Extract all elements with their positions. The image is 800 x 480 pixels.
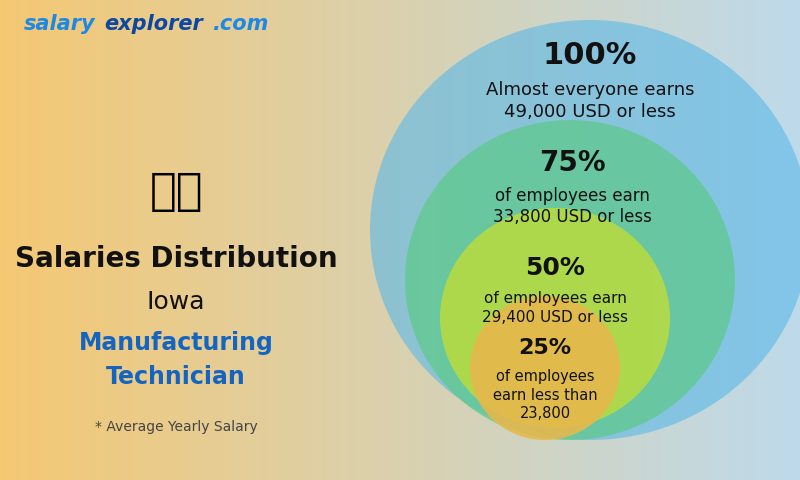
Text: 🇺🇸: 🇺🇸 bbox=[150, 170, 202, 214]
Text: .com: .com bbox=[212, 14, 268, 35]
Ellipse shape bbox=[405, 120, 735, 440]
Text: 100%: 100% bbox=[543, 40, 637, 70]
Text: Manufacturing
Technician: Manufacturing Technician bbox=[78, 331, 274, 389]
Text: of employees earn: of employees earn bbox=[483, 290, 626, 305]
Text: 49,000 USD or less: 49,000 USD or less bbox=[504, 103, 676, 121]
Text: Salaries Distribution: Salaries Distribution bbox=[14, 245, 338, 273]
Text: 29,400 USD or less: 29,400 USD or less bbox=[482, 310, 628, 324]
Text: 25%: 25% bbox=[518, 338, 571, 358]
Text: 50%: 50% bbox=[525, 256, 585, 280]
Text: explorer: explorer bbox=[104, 14, 202, 35]
Text: salary: salary bbox=[24, 14, 96, 35]
Ellipse shape bbox=[440, 208, 670, 428]
Text: earn less than: earn less than bbox=[493, 387, 598, 403]
Ellipse shape bbox=[370, 20, 800, 440]
Text: 23,800: 23,800 bbox=[519, 407, 570, 421]
Text: 75%: 75% bbox=[538, 149, 606, 177]
Text: * Average Yearly Salary: * Average Yearly Salary bbox=[94, 420, 258, 434]
Text: Almost everyone earns: Almost everyone earns bbox=[486, 81, 694, 99]
Ellipse shape bbox=[470, 296, 620, 440]
Text: 33,800 USD or less: 33,800 USD or less bbox=[493, 208, 651, 226]
Text: Iowa: Iowa bbox=[146, 290, 206, 314]
Text: of employees earn: of employees earn bbox=[494, 187, 650, 205]
Text: of employees: of employees bbox=[496, 369, 594, 384]
